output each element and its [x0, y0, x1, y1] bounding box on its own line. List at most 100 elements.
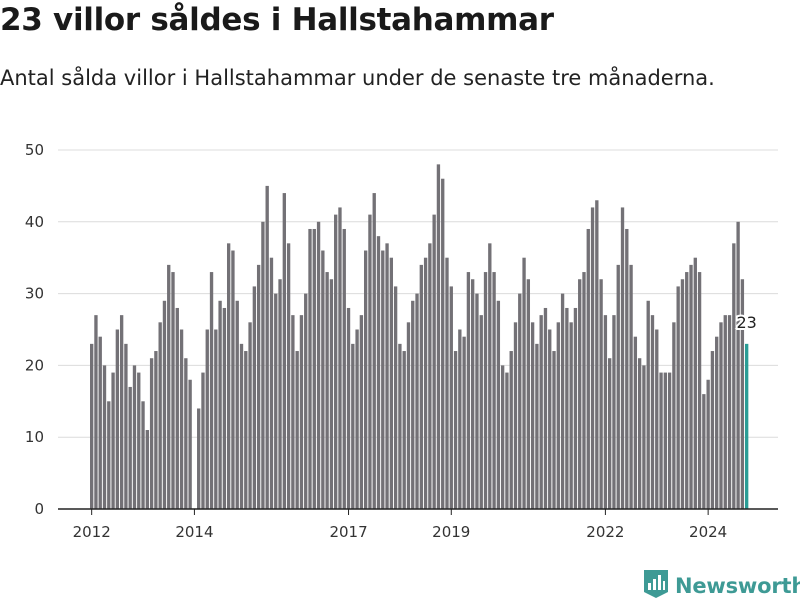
bar: [167, 264, 171, 509]
x-tick-label: 2022: [586, 523, 624, 541]
bar: [612, 315, 616, 509]
bar: [689, 264, 693, 509]
bar-chart: 0 10 20 30 40 50 2012 2014 2017 2019 2022 2024 23: [25, 141, 778, 541]
bar: [197, 408, 201, 509]
bar: [560, 293, 565, 509]
bar: [453, 351, 458, 509]
bar: [256, 264, 261, 509]
bar: [449, 286, 453, 509]
bar: [359, 315, 364, 509]
bar: [282, 193, 286, 509]
bar: [261, 221, 265, 510]
bar: [372, 193, 376, 509]
chart-title: 23 villor såldes i Hallstahammar: [0, 2, 554, 38]
bar: [312, 228, 316, 510]
bar: [479, 315, 483, 509]
bar: [513, 322, 518, 509]
bar: [274, 293, 278, 509]
bar: [184, 358, 188, 509]
bar: [368, 214, 372, 509]
bar: [552, 351, 556, 509]
bar: [428, 243, 432, 509]
bar: [385, 243, 389, 509]
bar: [402, 351, 406, 509]
bar: [573, 307, 578, 509]
bar: [672, 322, 676, 509]
bar: [269, 257, 274, 509]
bar: [226, 243, 231, 509]
bar: [685, 272, 689, 509]
bar: [526, 279, 531, 509]
bar: [363, 250, 368, 509]
bar: [115, 329, 120, 509]
bar: [620, 207, 625, 509]
bar: [535, 343, 539, 509]
bar: [569, 322, 573, 509]
bar: [205, 329, 209, 509]
bar: [629, 264, 633, 509]
bar: [595, 200, 599, 509]
bar: [586, 228, 590, 510]
x-tick-label: 2017: [329, 523, 367, 541]
bar: [471, 279, 475, 509]
bar: [441, 178, 445, 509]
bar: [107, 401, 111, 509]
bar: [141, 401, 145, 509]
bar: [500, 365, 505, 509]
bar: [248, 322, 252, 509]
bar: [548, 329, 552, 509]
bar: [693, 257, 697, 509]
bar: [423, 257, 428, 509]
bar: [736, 221, 740, 510]
bar: [505, 372, 509, 509]
bar: [680, 279, 685, 509]
bar: [295, 351, 299, 509]
bar: [201, 372, 205, 509]
bar: [137, 372, 141, 509]
bar: [119, 315, 124, 509]
bar: [539, 315, 543, 509]
bar: [727, 315, 732, 509]
bar: [94, 315, 98, 509]
bar: [252, 286, 257, 509]
bar: [175, 307, 179, 509]
bar: [102, 365, 107, 509]
bar: [325, 272, 329, 509]
bar: [239, 343, 244, 509]
bar: [483, 272, 488, 509]
bar: [299, 315, 304, 509]
bar: [492, 272, 496, 509]
bar: [209, 272, 214, 509]
bar: [676, 286, 680, 509]
bar: [706, 379, 710, 509]
bar: [222, 307, 227, 509]
bar: [646, 300, 650, 509]
bar: [710, 351, 715, 509]
bar: [179, 329, 184, 509]
bar: [149, 358, 154, 509]
bar: [530, 322, 535, 509]
x-tick-label: 2024: [689, 523, 727, 541]
bar: [381, 250, 385, 509]
bar: [90, 343, 94, 509]
bar: [334, 214, 338, 509]
y-tick-label: 40: [25, 213, 44, 231]
y-tick-label: 0: [34, 500, 44, 518]
bar: [667, 372, 672, 509]
bar: [308, 228, 312, 510]
bar: [719, 322, 723, 509]
latest-value-label: 23: [736, 313, 756, 332]
brand-name: Newsworthy: [675, 574, 800, 598]
bar: [432, 214, 436, 509]
bar: [436, 164, 441, 510]
bar: [509, 351, 513, 509]
bar: [543, 307, 548, 509]
bar: [732, 243, 736, 509]
bar: [218, 300, 222, 509]
bar: [338, 207, 342, 509]
bar: [188, 379, 192, 509]
bar: [625, 228, 629, 510]
bar: [154, 351, 158, 509]
bar: [231, 250, 235, 509]
bar: [346, 307, 351, 509]
